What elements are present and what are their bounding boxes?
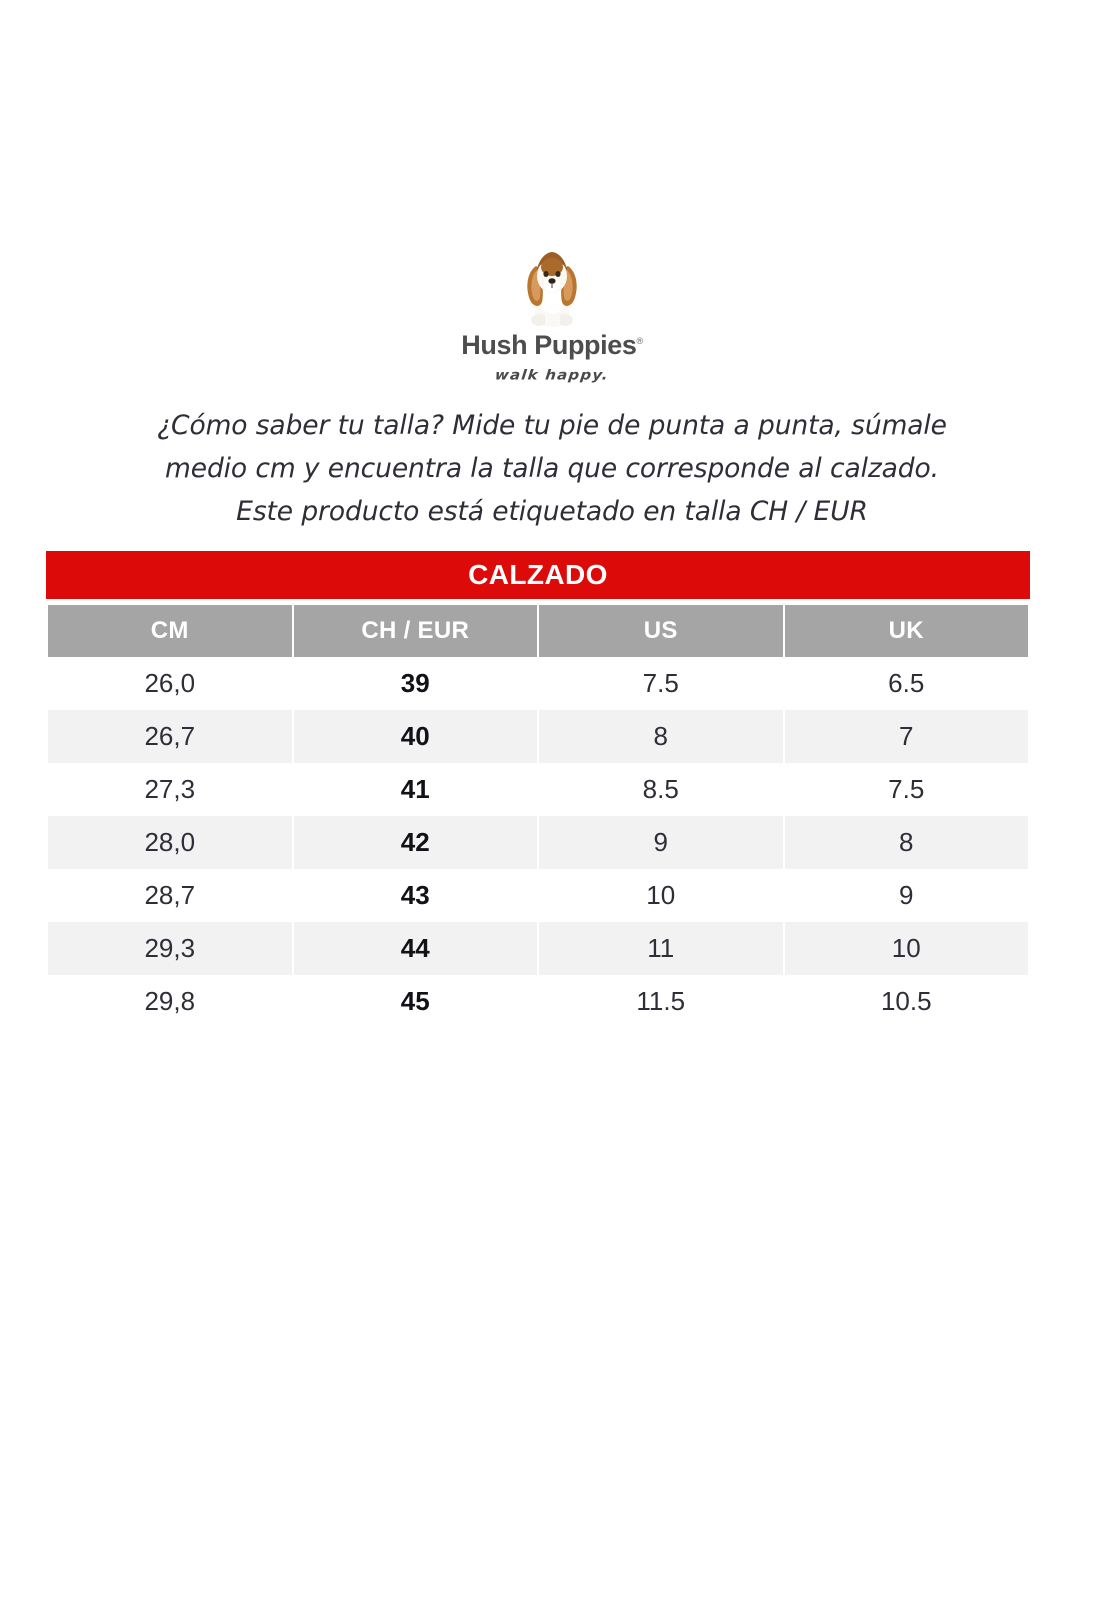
table-row: 28,7 43 10 9 [48, 869, 1028, 922]
size-cell-ch-eur: 45 [293, 975, 537, 1028]
size-cell-cm: 29,8 [48, 975, 292, 1028]
size-chart-title: CALZADO [46, 551, 1030, 599]
size-cell-cm: 26,7 [48, 710, 292, 763]
size-cell-ch-eur: 39 [293, 657, 537, 710]
column-header-uk: UK [784, 605, 1028, 657]
size-cell-uk: 8 [784, 816, 1028, 869]
instructions-line-2: medio cm y encuentra la talla que corres… [165, 453, 939, 484]
table-row: 28,0 42 9 8 [48, 816, 1028, 869]
size-cell-ch-eur: 40 [293, 710, 537, 763]
instructions-line-3: Este producto está etiquetado en talla C… [236, 496, 868, 527]
size-chart-body: 26,0 39 7.5 6.5 26,7 40 8 7 27,3 41 8.5 7.5 28,0 42 9 8… [48, 657, 1028, 1028]
size-cell-ch-eur: 44 [293, 922, 537, 975]
brand-wordmark: Hush Puppies® [461, 330, 644, 360]
size-cell-us: 7.5 [539, 657, 783, 710]
size-chart: CALZADO CM CH / EUR US UK 26,0 39 7.5 6.5 26… [46, 551, 1030, 1028]
size-chart-table: CM CH / EUR US UK 26,0 39 7.5 6.5 26,7 40 8 7 27… [46, 605, 1030, 1028]
size-chart-head: CM CH / EUR US UK [48, 605, 1028, 657]
size-cell-cm: 26,0 [48, 657, 292, 710]
column-header-cm: CM [48, 605, 292, 657]
brand-name: Hush Puppies [461, 330, 637, 360]
table-row: 27,3 41 8.5 7.5 [48, 763, 1028, 816]
size-cell-us: 11 [539, 922, 783, 975]
size-cell-uk: 10 [784, 922, 1028, 975]
size-cell-uk: 9 [784, 869, 1028, 922]
table-row: 29,3 44 11 10 [48, 922, 1028, 975]
brand-logo-block: Hush Puppies® walk happy. [0, 246, 1104, 384]
brand-tagline: walk happy. [494, 366, 610, 384]
size-cell-cm: 27,3 [48, 763, 292, 816]
size-cell-us: 8.5 [539, 763, 783, 816]
column-header-ch-eur: CH / EUR [293, 605, 537, 657]
size-cell-uk: 10.5 [784, 975, 1028, 1028]
brand-trademark-icon: ® [636, 336, 644, 346]
header-row: CM CH / EUR US UK [48, 605, 1028, 657]
size-cell-ch-eur: 42 [293, 816, 537, 869]
size-cell-ch-eur: 43 [293, 869, 537, 922]
table-row: 26,7 40 8 7 [48, 710, 1028, 763]
instructions-line-1: ¿Cómo saber tu talla? Mide tu pie de pun… [157, 410, 947, 441]
size-cell-ch-eur: 41 [293, 763, 537, 816]
size-cell-uk: 6.5 [784, 657, 1028, 710]
size-cell-us: 8 [539, 710, 783, 763]
table-row: 26,0 39 7.5 6.5 [48, 657, 1028, 710]
basset-hound-dog-icon [506, 246, 598, 330]
size-cell-uk: 7 [784, 710, 1028, 763]
sizing-instructions: ¿Cómo saber tu talla? Mide tu pie de pun… [52, 404, 1052, 533]
size-cell-us: 11.5 [539, 975, 783, 1028]
table-row: 29,8 45 11.5 10.5 [48, 975, 1028, 1028]
size-cell-uk: 7.5 [784, 763, 1028, 816]
column-header-us: US [539, 605, 783, 657]
size-cell-cm: 29,3 [48, 922, 292, 975]
size-cell-cm: 28,0 [48, 816, 292, 869]
size-cell-cm: 28,7 [48, 869, 292, 922]
size-cell-us: 10 [539, 869, 783, 922]
size-cell-us: 9 [539, 816, 783, 869]
